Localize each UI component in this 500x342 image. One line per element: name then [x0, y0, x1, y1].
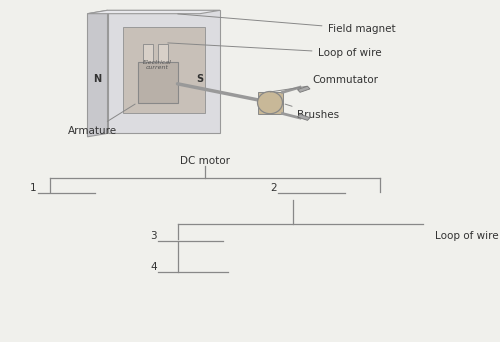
Polygon shape [158, 44, 168, 62]
Ellipse shape [258, 92, 282, 114]
Polygon shape [88, 10, 108, 137]
Polygon shape [88, 10, 220, 14]
Polygon shape [142, 44, 152, 62]
Text: 4: 4 [150, 262, 156, 272]
Text: 1: 1 [30, 183, 36, 193]
Text: Loop of wire: Loop of wire [435, 231, 498, 241]
Polygon shape [298, 114, 310, 120]
Text: Brushes: Brushes [285, 104, 340, 120]
Text: Electrical
current: Electrical current [143, 60, 172, 70]
Polygon shape [138, 62, 177, 103]
Polygon shape [258, 92, 282, 114]
Text: Armature: Armature [68, 104, 135, 136]
Text: DC motor: DC motor [180, 156, 230, 166]
Text: Commutator: Commutator [270, 75, 378, 92]
Text: S: S [196, 74, 203, 84]
Text: Loop of wire: Loop of wire [168, 43, 381, 58]
Polygon shape [122, 27, 205, 113]
Polygon shape [108, 10, 220, 133]
Polygon shape [298, 86, 310, 92]
Text: N: N [94, 74, 102, 84]
Text: 2: 2 [270, 183, 276, 193]
Text: 3: 3 [150, 231, 156, 241]
Text: Field magnet: Field magnet [178, 14, 395, 34]
